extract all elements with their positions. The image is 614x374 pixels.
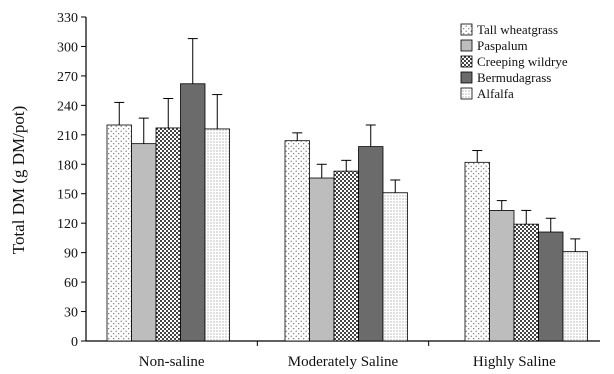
bar bbox=[155, 127, 181, 342]
y-tick-label: 120 bbox=[57, 217, 78, 232]
legend-label: Paspalum bbox=[477, 38, 528, 53]
legend-swatch bbox=[460, 39, 473, 52]
legend-swatch bbox=[460, 23, 473, 36]
bar-series bbox=[204, 94, 588, 342]
y-tick-label: 240 bbox=[57, 99, 78, 114]
bar bbox=[204, 128, 230, 342]
x-axis: Non-saline Moderately Saline Highly Saline bbox=[86, 340, 600, 370]
x-category-label: Highly Saline bbox=[473, 354, 556, 370]
y-tick-label: 180 bbox=[57, 158, 78, 173]
legend-swatch bbox=[460, 71, 473, 84]
bar bbox=[284, 140, 310, 342]
y-tick-label: 30 bbox=[64, 306, 78, 321]
bar-series bbox=[155, 97, 539, 342]
y-axis: 0 30 60 90 120 150 180 210 240 270 300 330 bbox=[57, 11, 87, 350]
bar-series bbox=[106, 101, 490, 342]
y-tick-label: 300 bbox=[57, 40, 78, 55]
y-tick-label: 330 bbox=[57, 11, 78, 26]
legend-swatch bbox=[460, 87, 473, 100]
y-tick-label: 90 bbox=[64, 247, 78, 262]
bar-series bbox=[180, 38, 564, 342]
y-tick-label: 150 bbox=[57, 188, 78, 203]
bar bbox=[513, 223, 539, 342]
bar bbox=[309, 177, 335, 342]
x-category-label: Non-saline bbox=[139, 354, 205, 370]
y-axis-title: Total DM (g DM/pot) bbox=[9, 106, 28, 255]
bar bbox=[358, 146, 384, 342]
bar bbox=[538, 231, 564, 342]
x-category-label: Moderately Saline bbox=[288, 354, 399, 370]
legend-label: Creeping wildrye bbox=[477, 54, 568, 69]
legend-label: Bermudagrass bbox=[477, 70, 551, 85]
bar-series-group bbox=[106, 38, 588, 342]
bar bbox=[489, 210, 515, 342]
y-tick-label: 0 bbox=[71, 335, 78, 350]
bar bbox=[562, 251, 588, 342]
legend-label: Tall wheatgrass bbox=[477, 22, 558, 37]
bar bbox=[106, 124, 132, 342]
legend-swatch bbox=[460, 55, 473, 68]
y-tick-label: 270 bbox=[57, 70, 78, 85]
bar bbox=[464, 161, 490, 342]
bar bbox=[180, 83, 206, 342]
bar bbox=[333, 170, 359, 342]
legend-label: Alfalfa bbox=[477, 86, 514, 101]
y-tick-label: 210 bbox=[57, 129, 78, 144]
bar bbox=[131, 143, 157, 342]
y-tick-label: 60 bbox=[64, 276, 78, 291]
bar bbox=[382, 192, 408, 342]
